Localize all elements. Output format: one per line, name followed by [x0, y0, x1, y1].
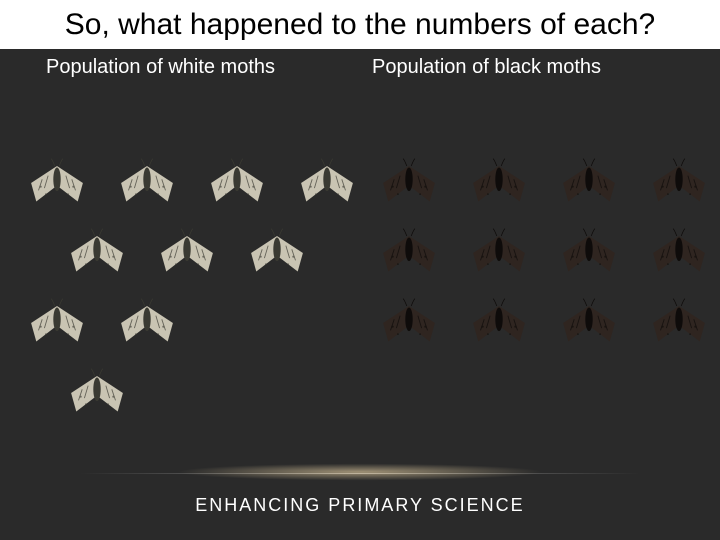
black-moth: [552, 226, 626, 280]
moth-icon: [552, 156, 626, 210]
white-moth: [20, 156, 94, 210]
footer-text: ENHANCING PRIMARY SCIENCE: [0, 495, 720, 516]
white-moth: [110, 296, 184, 350]
moth-icon: [372, 156, 446, 210]
black-moth: [462, 226, 536, 280]
moth-icon: [60, 226, 134, 280]
moth-icon: [552, 226, 626, 280]
moth-icon: [20, 156, 94, 210]
moth-icon: [462, 156, 536, 210]
left-subheading: Population of white moths: [46, 55, 306, 79]
black-moth: [552, 156, 626, 210]
white-moth: [60, 366, 134, 420]
footer-divider: [80, 473, 640, 474]
white-moth: [290, 156, 364, 210]
black-moth: [462, 296, 536, 350]
black-moth: [642, 156, 716, 210]
black-moth: [372, 156, 446, 210]
moth-icon: [462, 226, 536, 280]
white-moth: [240, 226, 314, 280]
black-moth: [552, 296, 626, 350]
footer-glow: [0, 462, 720, 482]
slide-title: So, what happened to the numbers of each…: [12, 8, 708, 43]
moth-icon: [462, 296, 536, 350]
black-moth: [372, 226, 446, 280]
white-moth: [20, 296, 94, 350]
title-band: So, what happened to the numbers of each…: [0, 0, 720, 49]
black-moth: [372, 296, 446, 350]
moth-icon: [642, 296, 716, 350]
moth-icon: [110, 156, 184, 210]
right-subheading: Population of black moths: [372, 55, 632, 79]
moth-icon: [642, 226, 716, 280]
white-moth: [60, 226, 134, 280]
white-moth: [150, 226, 224, 280]
black-moth: [642, 296, 716, 350]
moth-icon: [110, 296, 184, 350]
moth-icon: [60, 366, 134, 420]
black-moth: [642, 226, 716, 280]
moth-icon: [290, 156, 364, 210]
left-column: Population of white moths: [46, 55, 306, 87]
right-column: Population of black moths: [372, 55, 632, 87]
moth-icon: [372, 296, 446, 350]
moth-icon: [552, 296, 626, 350]
moth-icon: [150, 226, 224, 280]
moth-icon: [642, 156, 716, 210]
moth-icon: [20, 296, 94, 350]
moth-icon: [200, 156, 274, 210]
black-moth: [462, 156, 536, 210]
moth-icon: [240, 226, 314, 280]
moth-icon: [372, 226, 446, 280]
white-moth: [110, 156, 184, 210]
white-moth: [200, 156, 274, 210]
